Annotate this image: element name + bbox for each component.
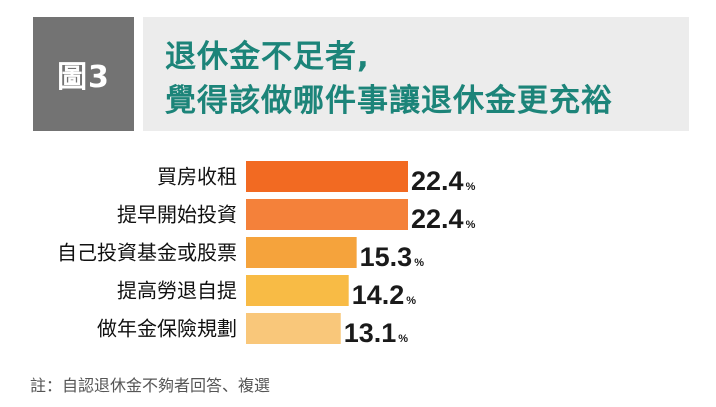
bar bbox=[246, 237, 357, 268]
value-label: 22.4% bbox=[411, 204, 476, 234]
bar-chart: 買房收租 22.4 % 提早開始投資 22.4 % 自己投資基金或股票 15.3 % 提高勞退自提… bbox=[57, 161, 476, 348]
chart-title-line-2: 覺得該做哪件事讓退休金更充裕 bbox=[165, 83, 613, 119]
bar bbox=[246, 199, 408, 230]
figure-number: 圖3 bbox=[57, 60, 110, 95]
category-label: 提高勞退自提 bbox=[117, 279, 237, 303]
figure-number-badge: 圖3 bbox=[33, 17, 134, 131]
value-unit: % bbox=[466, 219, 476, 231]
value-unit: % bbox=[466, 181, 476, 193]
value-unit: % bbox=[406, 295, 416, 307]
bar bbox=[246, 161, 408, 192]
value-unit: % bbox=[398, 333, 408, 345]
category-label: 自己投資基金或股票 bbox=[57, 241, 237, 265]
value-label: 14.2% bbox=[352, 280, 417, 310]
category-label: 買房收租 bbox=[157, 165, 237, 189]
chart-title-box: 退休金不足者, 覺得該做哪件事讓退休金更充裕 bbox=[143, 17, 689, 131]
bar bbox=[246, 313, 341, 344]
chart-title-line-1: 退休金不足者, bbox=[165, 39, 370, 75]
bar bbox=[246, 275, 349, 306]
footnote: 註：自認退休金不夠者回答、複選 bbox=[30, 376, 271, 395]
category-label: 提早開始投資 bbox=[117, 203, 237, 227]
value-label: 13.1% bbox=[344, 318, 409, 348]
value-label: 15.3% bbox=[360, 242, 425, 272]
value-unit: % bbox=[414, 257, 424, 269]
category-label: 做年金保險規劃 bbox=[97, 317, 237, 341]
value-label: 22.4% bbox=[411, 166, 476, 196]
